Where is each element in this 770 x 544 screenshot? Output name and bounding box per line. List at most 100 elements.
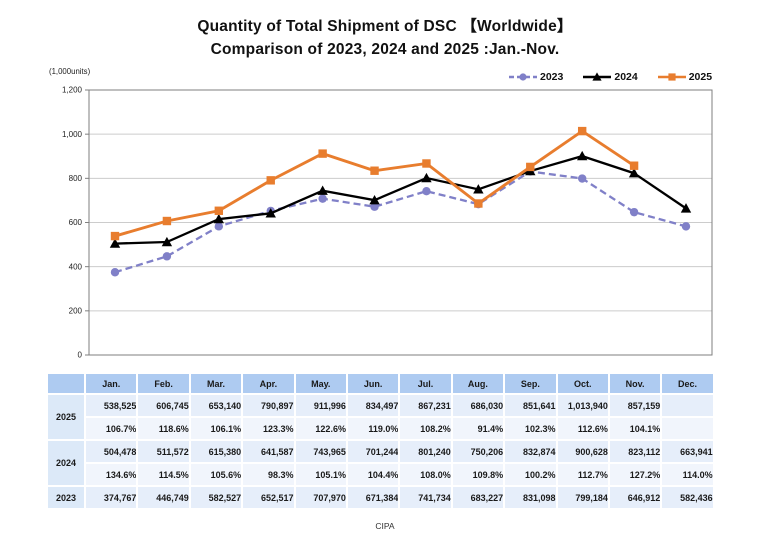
month-header-cell: Apr.	[243, 374, 294, 393]
pct-cell-2025: 108.2%	[400, 418, 451, 439]
data-point-2023	[629, 207, 639, 217]
pct-cell-2024: 100.2%	[505, 464, 556, 485]
data-point-2024	[680, 203, 692, 213]
value-cell-2024: 641,587	[243, 441, 294, 462]
legend-item-2025: 2025	[657, 71, 712, 83]
pct-cell-2025: 106.1%	[190, 418, 242, 439]
pct-cell-2024: 104.4%	[347, 464, 399, 485]
legend-marker-icon-circle	[509, 73, 537, 81]
value-cell-2023: 707,970	[295, 487, 346, 508]
data-point-2023	[318, 194, 327, 203]
month-header-cell: Nov.	[609, 374, 661, 393]
value-cell-2025: 911,996	[295, 395, 346, 416]
y-tick-label: 600	[69, 218, 83, 227]
data-point-2025	[162, 216, 172, 226]
pct-cell-2025	[662, 418, 713, 439]
chart-title-line1: Quantity of Total Shipment of DSC 【World…	[197, 18, 573, 35]
pct-cell-2024: 134.6%	[86, 464, 137, 485]
data-point-2023	[370, 202, 379, 211]
value-cell-2024: 511,572	[138, 441, 189, 462]
month-header-cell: Aug.	[452, 374, 504, 393]
pct-cell-2025: 112.6%	[557, 418, 608, 439]
corner-header-cell	[48, 374, 84, 393]
pct-cell-2025: 122.6%	[295, 418, 346, 439]
data-point-2024	[265, 208, 276, 218]
y-axis-unit-label: (1,000units)	[49, 67, 91, 76]
data-point-2024	[473, 184, 484, 194]
data-point-2024	[213, 213, 225, 224]
shipment-line-chart: 0 200 400 600 800 1,000 1,200	[62, 86, 713, 360]
pct-cell-2025: 118.6%	[138, 418, 189, 439]
data-point-2023	[214, 222, 224, 231]
value-cell-2024: 743,965	[295, 441, 346, 462]
value-cell-2025: 867,231	[400, 395, 451, 416]
value-cell-2023: 741,734	[400, 487, 451, 508]
year-label-cell: 2023	[48, 487, 84, 508]
value-cell-2025: 834,497	[347, 395, 399, 416]
value-cell-2024: 504,478	[86, 441, 137, 462]
month-header-cell: Sep.	[505, 374, 556, 393]
year-label-cell: 2025	[48, 395, 84, 439]
pct-cell-2025: 106.7%	[86, 418, 137, 439]
value-cell-2024: 801,240	[400, 441, 451, 462]
y-tick-label: 800	[69, 174, 83, 183]
data-point-2024	[369, 194, 380, 205]
legend-marker-icon-square	[657, 73, 686, 81]
data-point-2024	[317, 185, 328, 195]
pct-cell-2024: 109.8%	[452, 464, 504, 485]
y-tick-label: 1,200	[62, 86, 83, 95]
data-point-2024	[161, 236, 173, 247]
data-point-2025	[474, 199, 483, 208]
value-cell-2023: 831,098	[505, 487, 556, 508]
data-point-2025	[318, 149, 327, 158]
y-tick-label: 0	[78, 351, 83, 360]
y-tick-label: 400	[69, 262, 83, 271]
data-point-2023	[110, 268, 120, 277]
series-line-2023	[114, 170, 687, 274]
value-cell-2024: 663,941	[662, 441, 713, 462]
data-point-2023	[162, 252, 172, 261]
data-point-2024	[576, 150, 588, 161]
month-header-cell: Jul.	[400, 374, 451, 393]
pct-cell-2024: 127.2%	[609, 464, 661, 485]
value-cell-2024: 832,874	[505, 441, 556, 462]
footer-cipa: CIPA	[375, 521, 395, 531]
data-point-2025	[629, 161, 639, 170]
value-cell-2024: 615,380	[190, 441, 242, 462]
value-cell-2025: 538,525	[86, 395, 137, 416]
legend-item-2024: 2024	[582, 71, 638, 83]
data-point-2025	[577, 126, 587, 136]
data-point-2024	[421, 172, 432, 183]
month-header-cell: Mar.	[190, 374, 242, 393]
chart-legend: 2023 2024 2025	[508, 70, 712, 84]
data-point-2023	[422, 187, 431, 196]
y-tick-label: 1,000	[62, 130, 83, 139]
data-point-2023	[577, 174, 587, 183]
month-header-cell: Jan.	[86, 374, 137, 393]
chart-title-line2: Comparison of 2023, 2024 and 2025 :Jan.-…	[210, 41, 560, 58]
month-header-cell: Jun.	[347, 374, 399, 393]
data-point-2025	[526, 162, 535, 172]
pct-cell-2025: 119.0%	[347, 418, 399, 439]
data-point-2025	[110, 231, 120, 241]
value-cell-2023: 652,517	[243, 487, 294, 508]
value-cell-2024: 900,628	[557, 441, 608, 462]
legend-label: 2023	[540, 71, 564, 83]
value-cell-2025: 606,745	[138, 395, 189, 416]
month-header-cell: Oct.	[557, 374, 608, 393]
value-cell-2025: 686,030	[452, 395, 504, 416]
series-line-2025	[114, 129, 635, 238]
pct-cell-2024: 105.6%	[190, 464, 242, 485]
value-cell-2024: 750,206	[452, 441, 504, 462]
chart-title: Quantity of Total Shipment of DSC 【World…	[0, 15, 770, 61]
month-header-cell: Feb.	[138, 374, 189, 393]
value-cell-2025: 653,140	[190, 395, 242, 416]
pct-cell-2025: 91.4%	[452, 418, 504, 439]
value-cell-2024: 823,112	[609, 441, 661, 462]
data-point-2025	[422, 159, 431, 168]
value-cell-2024: 701,244	[347, 441, 399, 462]
pct-cell-2024: 114.5%	[138, 464, 189, 485]
value-cell-2023: 582,436	[662, 487, 713, 508]
data-point-2025	[214, 206, 224, 215]
